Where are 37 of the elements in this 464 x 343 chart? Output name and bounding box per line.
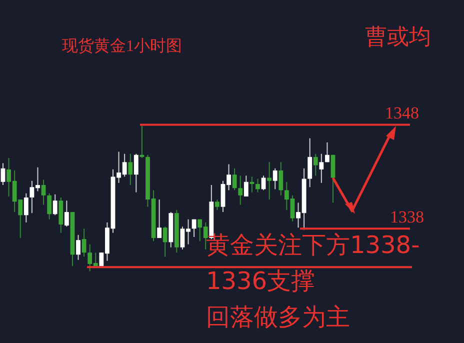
annotation: 1336支撑: [206, 267, 316, 295]
ref-line-label: 1348: [385, 104, 419, 123]
text: 曹或均: [365, 24, 431, 49]
candlestick: [162, 226, 168, 258]
candlestick: [58, 196, 64, 234]
candlestick: [278, 162, 284, 196]
candlestick: [64, 200, 69, 228]
candlestick: [76, 234, 80, 260]
candlestick: [313, 153, 318, 176]
candlestick: [244, 175, 248, 197]
candlestick: [82, 228, 86, 258]
candlestick: [272, 168, 278, 190]
candlestick: [261, 175, 266, 191]
candlestick: [267, 162, 272, 200]
text: 现货黄金1小时图: [62, 37, 182, 55]
candlestick: [232, 168, 237, 191]
candlestick: [52, 194, 58, 216]
candlestick: [47, 192, 52, 220]
candlestick: [192, 218, 196, 238]
candlestick: [134, 153, 138, 193]
candlestick: [24, 192, 28, 223]
candlestick: [319, 153, 324, 184]
candlestick: [330, 154, 336, 204]
candlestick: [157, 199, 162, 239]
candlestick: [325, 142, 330, 163]
candlestick: [140, 125, 144, 158]
candlestick: [256, 178, 260, 193]
annotation: 黄金关注下方1338-: [206, 231, 420, 259]
candlestick: [250, 176, 254, 193]
candlestick: [215, 199, 220, 210]
candlestick: [0, 162, 6, 186]
candlestick: [41, 179, 46, 206]
candlestick: [128, 153, 133, 186]
candlestick: [308, 138, 312, 188]
candlestick: [238, 175, 243, 206]
ref-line-label: 1338: [390, 208, 424, 227]
annotation: 回落做多为主: [206, 303, 350, 331]
